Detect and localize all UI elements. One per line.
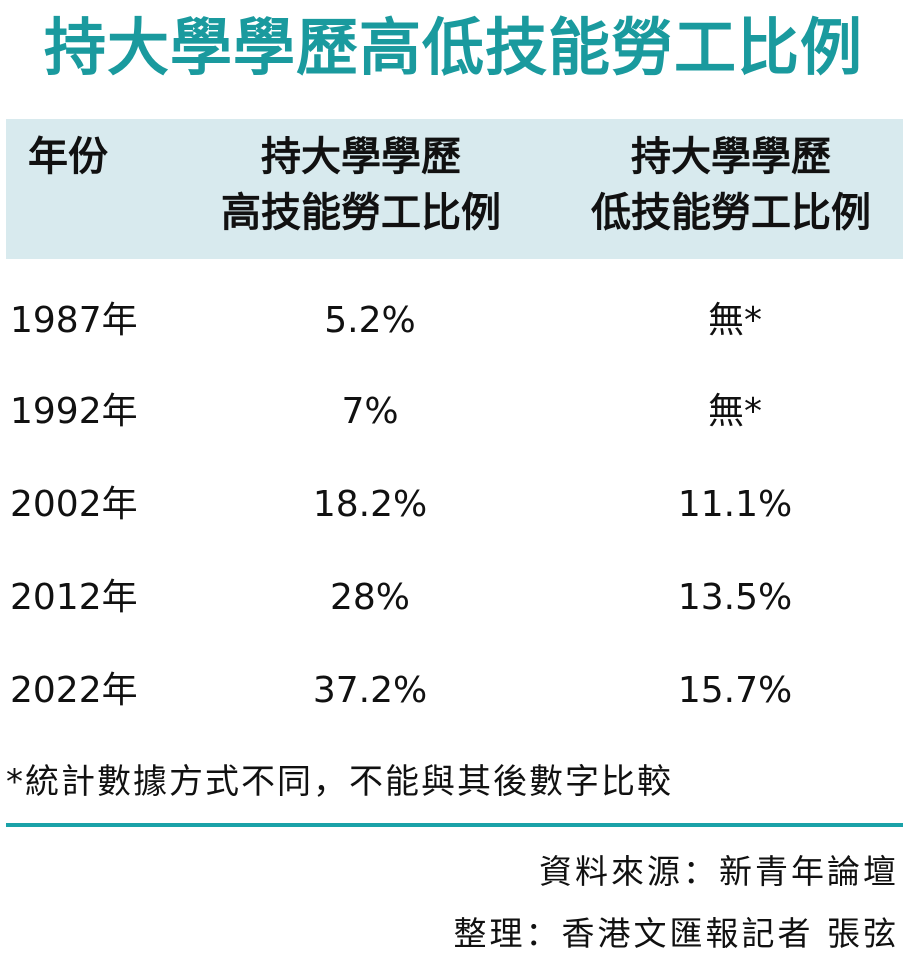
header-low-skill-line2: 低技能勞工比例 (591, 190, 871, 236)
table-row: 2022年 37.2% 15.7% (0, 661, 907, 721)
source-credit: 資料來源：新青年論壇 (539, 852, 899, 891)
high-skill-cell: 5.2% (324, 300, 416, 341)
header-year: 年份 (28, 134, 108, 180)
table-row: 2012年 28% 13.5% (0, 568, 907, 628)
header-high-skill-line2: 高技能勞工比例 (221, 190, 501, 236)
divider-rule (6, 823, 903, 827)
header-high-skill: 持大學學歷 高技能勞工比例 (196, 129, 526, 241)
low-skill-cell: 15.7% (677, 670, 793, 711)
table-row: 2002年 18.2% 11.1% (0, 475, 907, 535)
editor-credit: 整理：香港文匯報記者 張弦 (453, 914, 899, 953)
high-skill-cell: 18.2% (312, 484, 428, 525)
high-skill-cell: 28% (329, 577, 410, 618)
year-cell: 2012年 (10, 577, 138, 618)
header-low-skill: 持大學學歷 低技能勞工比例 (561, 129, 901, 241)
low-skill-cell: 無* (707, 391, 762, 432)
header-low-skill-line1: 持大學學歷 (631, 134, 831, 180)
table-row: 1987年 5.2% 無* (0, 291, 907, 351)
chart-title: 持大學學歷高低技能勞工比例 (43, 11, 863, 84)
footnote: *統計數據方式不同，不能與其後數字比較 (6, 762, 673, 802)
low-skill-cell: 13.5% (677, 577, 793, 618)
high-skill-cell: 37.2% (312, 670, 428, 711)
year-cell: 1992年 (10, 391, 138, 432)
year-cell: 2002年 (10, 484, 138, 525)
table-row: 1992年 7% 無* (0, 382, 907, 442)
high-skill-cell: 7% (341, 391, 399, 432)
year-cell: 2022年 (10, 670, 138, 711)
low-skill-cell: 無* (707, 300, 762, 341)
year-cell: 1987年 (10, 300, 138, 341)
low-skill-cell: 11.1% (677, 484, 793, 525)
table-header: 年份 持大學學歷 高技能勞工比例 持大學學歷 低技能勞工比例 (6, 119, 903, 259)
header-high-skill-line1: 持大學學歷 (261, 134, 461, 180)
